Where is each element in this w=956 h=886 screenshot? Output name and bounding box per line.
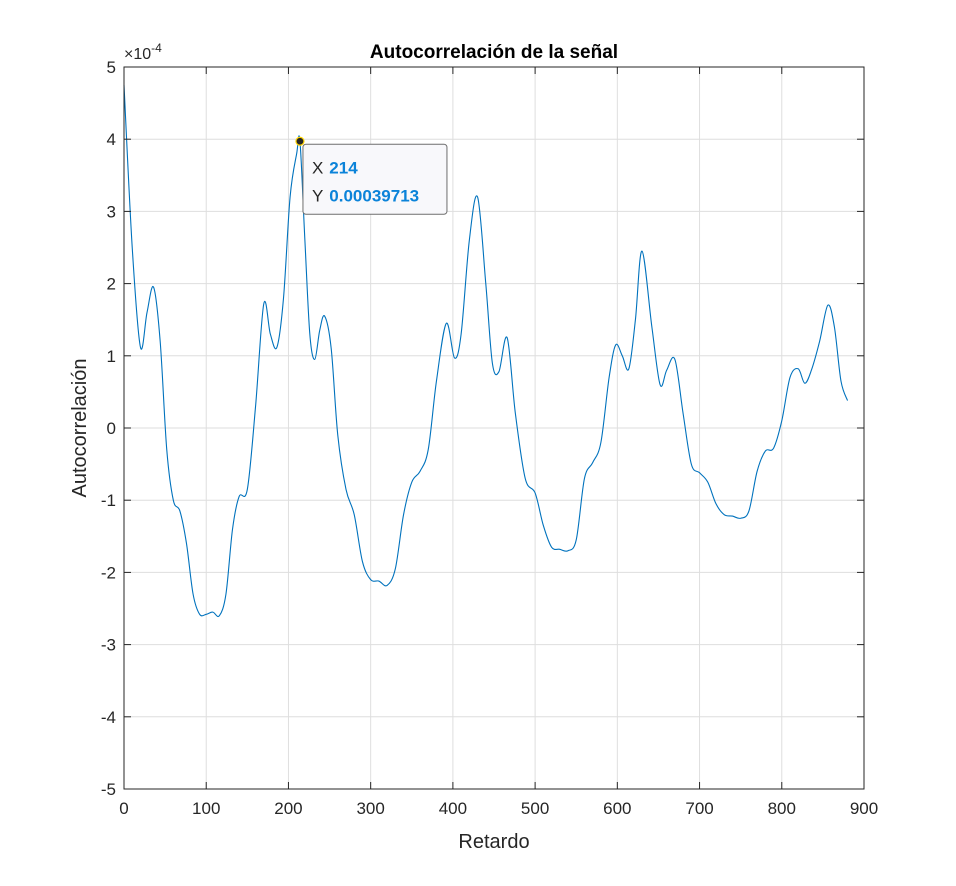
y-tick-label: 1 bbox=[107, 347, 116, 366]
data-tip-x-key: X bbox=[312, 158, 323, 177]
x-tick-label: 100 bbox=[192, 799, 220, 818]
y-exponent-label: ×10-4 bbox=[124, 41, 162, 63]
y-tick-label: -4 bbox=[101, 708, 116, 727]
x-tick-label: 800 bbox=[768, 799, 796, 818]
data-tip-y-key: Y bbox=[312, 186, 323, 205]
y-tick-label: -3 bbox=[101, 636, 116, 655]
y-tick-label: 5 bbox=[107, 58, 116, 77]
x-tick-label: 500 bbox=[521, 799, 549, 818]
y-tick-label: -5 bbox=[101, 780, 116, 799]
x-tick-label: 900 bbox=[850, 799, 878, 818]
autocorrelation-line bbox=[123, 85, 849, 618]
x-tick-label: 600 bbox=[603, 799, 631, 818]
data-tip-x-value: 214 bbox=[329, 158, 358, 177]
x-tick-label: 700 bbox=[685, 799, 713, 818]
x-axis-label: Retardo bbox=[458, 831, 529, 853]
grid-lines bbox=[123, 66, 865, 790]
x-tick-label: 400 bbox=[439, 799, 467, 818]
x-axis-ticks: 0 100 200 300 400 500 600 700 800 900 bbox=[119, 67, 878, 818]
data-tip-marker[interactable] bbox=[295, 136, 305, 146]
chart-title: Autocorrelación de la señal bbox=[370, 42, 618, 63]
data-tip-y-value: 0.00039713 bbox=[329, 186, 419, 205]
y-tick-label: -2 bbox=[101, 563, 116, 582]
series-layer bbox=[123, 85, 849, 618]
y-tick-label: 2 bbox=[107, 275, 116, 294]
y-tick-label: 4 bbox=[107, 130, 116, 149]
data-tip-x-row: X 214 bbox=[312, 158, 358, 177]
y-axis-label: Autocorrelación bbox=[69, 359, 91, 498]
x-tick-label: 200 bbox=[274, 799, 302, 818]
y-tick-label: -1 bbox=[101, 491, 116, 510]
x-tick-label: 0 bbox=[119, 799, 128, 818]
y-tick-label: 0 bbox=[107, 419, 116, 438]
data-tip-y-row: Y 0.00039713 bbox=[312, 186, 419, 205]
x-tick-label: 300 bbox=[356, 799, 384, 818]
data-tip-box[interactable] bbox=[302, 143, 448, 215]
data-tip[interactable]: X 214 Y 0.00039713 bbox=[295, 136, 448, 215]
y-tick-label: 3 bbox=[107, 202, 116, 221]
y-axis-ticks: 5 4 3 2 1 0 -1 -2 -3 -4 -5 bbox=[101, 58, 864, 799]
